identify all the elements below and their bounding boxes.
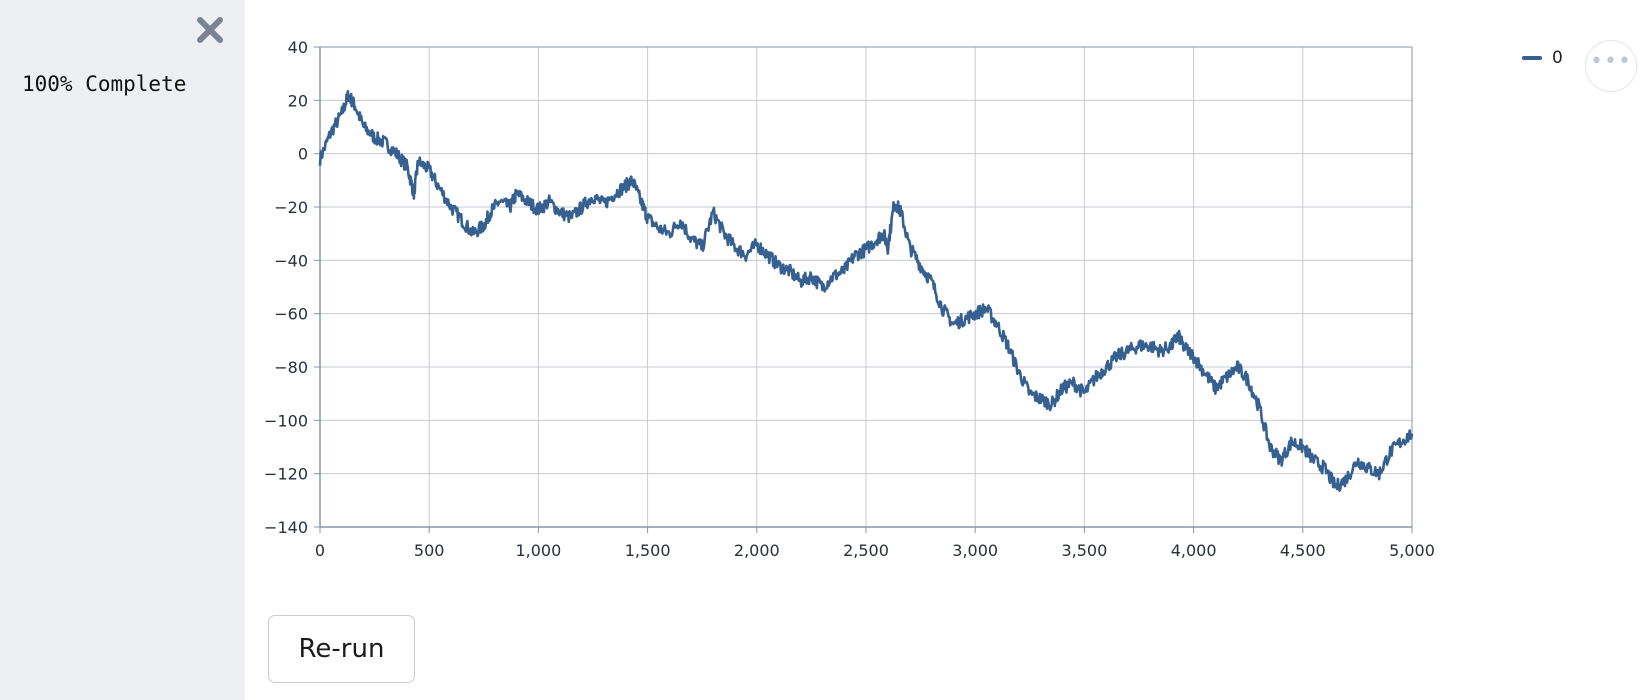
y-tick-label: −120 [264, 465, 308, 484]
chart-legend: 0 [1522, 48, 1563, 68]
rerun-button[interactable]: Re-run [268, 615, 415, 683]
y-tick-label: 0 [298, 145, 308, 164]
line-chart: 0 500 1,000 1,500 2,000 2,500 3,000 3,500 4,000 4… [264, 38, 1435, 560]
y-tick-label: −100 [264, 411, 308, 430]
x-tick-label: 2,000 [734, 541, 780, 560]
progress-status: 100% Complete [22, 72, 187, 96]
more-horizontal-icon: ••• [1590, 49, 1632, 74]
series-line [318, 90, 1414, 492]
y-tick-label: 40 [288, 38, 308, 57]
chart-tick-labels: 0 500 1,000 1,500 2,000 2,500 3,000 3,500 4,000 4… [264, 38, 1435, 560]
close-button[interactable] [192, 12, 228, 48]
x-tick-label: 1,000 [515, 541, 561, 560]
x-tick-label: 3,500 [1061, 541, 1107, 560]
sidebar: 100% Complete [0, 0, 245, 700]
y-tick-label: −20 [274, 198, 308, 217]
y-tick-label: −80 [274, 358, 308, 377]
y-tick-label: −140 [264, 518, 308, 537]
x-tick-label: 4,500 [1280, 541, 1326, 560]
main-area: 0 500 1,000 1,500 2,000 2,500 3,000 3,500 4,000 4… [245, 0, 1650, 700]
chart-series [318, 90, 1414, 492]
x-tick-label: 5,000 [1389, 541, 1435, 560]
more-options-button[interactable]: ••• [1585, 40, 1637, 92]
x-tick-label: 1,500 [625, 541, 671, 560]
legend-label: 0 [1552, 48, 1563, 68]
x-tick-label: 4,000 [1171, 541, 1217, 560]
x-tick-label: 500 [414, 541, 445, 560]
x-tick-label: 3,000 [952, 541, 998, 560]
y-tick-label: −40 [274, 251, 308, 270]
chart-grid [319, 46, 1413, 528]
x-tick-label: 2,500 [843, 541, 889, 560]
chart-axes [314, 46, 1413, 533]
y-tick-label: −60 [274, 305, 308, 324]
legend-swatch [1522, 56, 1542, 60]
y-tick-label: 20 [288, 91, 308, 110]
x-tick-label: 0 [315, 541, 325, 560]
close-icon [197, 17, 223, 43]
